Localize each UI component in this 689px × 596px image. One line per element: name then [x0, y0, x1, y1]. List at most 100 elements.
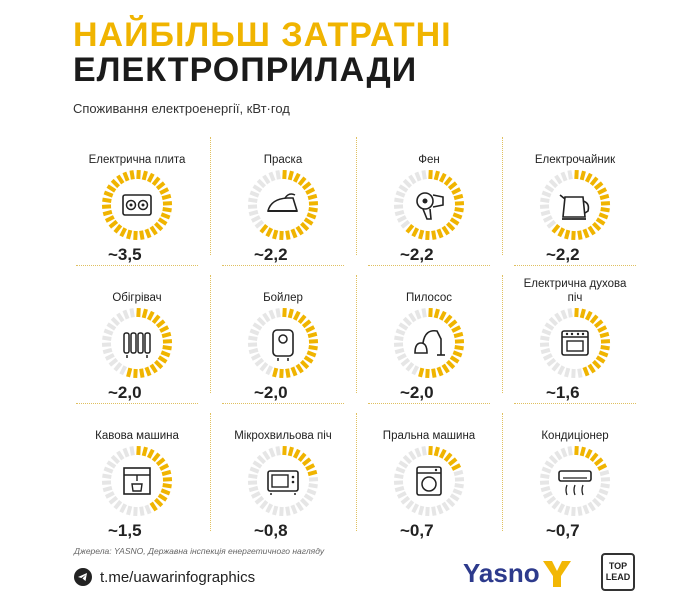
telegram-link[interactable]: t.me/uawarinfographics [74, 568, 255, 586]
gauge-segment-empty [268, 447, 276, 458]
gauge-segment-filled [589, 176, 599, 187]
gauge-segment-filled [438, 448, 447, 459]
gauge-segment-empty [256, 178, 266, 189]
gauge-segment-empty [449, 493, 460, 502]
gauge-segment-empty [129, 446, 135, 456]
gauge-segment-filled [126, 367, 133, 378]
gauge-segment-empty [540, 473, 550, 479]
gauge-segment-filled [443, 176, 453, 187]
gauge-segment-empty [396, 491, 407, 499]
source-note: Джерела: YASNO, Державна інспекція енерг… [74, 546, 325, 556]
gauge-segment-filled [308, 345, 318, 351]
microwave-icon [267, 470, 299, 495]
gauge-segment-filled [433, 170, 440, 181]
gauge-segment-filled [593, 319, 604, 329]
gauge-segment-filled [104, 215, 115, 223]
gauge-segment-filled [287, 308, 294, 319]
gauge-segment-filled [151, 314, 161, 325]
consumption-gauge [247, 445, 319, 517]
gauge-segment-filled [119, 227, 128, 238]
gauge-segment-filled [159, 325, 170, 333]
gauge-segment-empty [540, 485, 551, 493]
gauge-segment-filled [579, 446, 586, 457]
gauge-segment-empty [285, 506, 291, 516]
telegram-link-text[interactable]: t.me/uawarinfographics [100, 568, 256, 586]
consumption-gauge [539, 307, 611, 379]
gauge-segment-empty [119, 503, 128, 514]
appliance-card: Мікрохвильова піч ~0,8 [210, 403, 356, 541]
gauge-segment-filled [159, 187, 170, 195]
oven-icon [561, 330, 589, 356]
gauge-segment-filled [106, 184, 117, 193]
gauge-segment-empty [122, 447, 130, 458]
gauge-segment-filled [300, 221, 310, 232]
gauge-segment-filled [151, 176, 161, 187]
gauge-segment-empty [544, 184, 555, 193]
gauge-segment-filled [584, 172, 593, 183]
gauge-segment-empty [396, 215, 407, 223]
gauge-segment-filled [149, 363, 158, 374]
gauge-segment-filled [139, 230, 145, 240]
gauge-segment-empty [110, 316, 120, 327]
gauge-segment-empty [544, 322, 555, 331]
gauge-segment-filled [449, 217, 460, 226]
gauge-segment-empty [110, 454, 120, 465]
consumption-value: ~2,0 [400, 383, 434, 402]
gauge-segment-empty [248, 473, 258, 479]
gauge-segment-empty [405, 499, 415, 510]
consumption-gauge [393, 445, 465, 517]
gauge-segment-empty [265, 365, 274, 376]
gauge-segment-empty [414, 171, 422, 182]
gauge-segment-filled [157, 355, 168, 364]
gauge-segment-empty [600, 483, 610, 489]
gauge-segment-filled [592, 359, 602, 370]
gauge-segment-empty [394, 485, 405, 493]
toplead-logo: TOP LEAD [601, 553, 635, 591]
consumption-value: ~2,0 [254, 383, 288, 402]
consumption-gauge [393, 307, 465, 379]
gauge-segment-empty [103, 328, 114, 336]
gauge-segment-empty [541, 328, 552, 336]
gauge-segment-empty [400, 495, 411, 505]
gauge-segment-filled [272, 229, 279, 240]
gauge-segment-filled [557, 227, 566, 238]
gauge-segment-empty [436, 504, 444, 515]
consumption-value: ~1,5 [108, 521, 142, 540]
gauge-segment-filled [551, 223, 561, 234]
gauge-segment-filled [102, 197, 112, 203]
toplead-logo-line-1: TOP [608, 561, 628, 571]
gauge-segment-filled [600, 345, 610, 351]
gauge-segment-filled [290, 228, 298, 239]
gauge-segment-filled [297, 314, 307, 325]
gauge-segment-empty [394, 473, 404, 479]
iron-icon [266, 193, 299, 212]
gauge-segment-empty [248, 209, 259, 217]
gauge-segment-filled [307, 331, 318, 339]
gauge-segment-filled [161, 469, 172, 477]
gauge-segment-filled [157, 493, 168, 502]
gauge-segment-empty [540, 209, 551, 217]
gauge-segment-empty [548, 316, 558, 327]
subtitle: Споживання електроенергії, кВт·год [73, 101, 290, 116]
gauge-segment-filled [157, 217, 168, 226]
gauge-segment-empty [402, 178, 412, 189]
gauge-segment-filled [305, 325, 316, 333]
gauge-segment-filled [146, 310, 155, 321]
gauge-segment-empty [119, 365, 128, 376]
gauge-segment-empty [259, 361, 269, 372]
gauge-segment-filled [449, 355, 460, 364]
gauge-segment-empty [396, 353, 407, 361]
gauge-segment-filled [290, 366, 298, 377]
consumption-value: ~1,6 [546, 383, 580, 402]
gauge-segment-empty [400, 357, 411, 367]
gauge-segment-empty [256, 316, 266, 327]
gauge-segment-empty [546, 357, 557, 367]
gauge-segment-filled [411, 227, 420, 238]
appliance-card: Електрична духова піч ~1,6 [502, 265, 648, 403]
gauge-segment-filled [587, 363, 596, 374]
gauge-segment-empty [411, 503, 420, 514]
gauge-segment-filled [122, 171, 130, 182]
gauge-segment-filled [453, 331, 464, 339]
gauge-segment-filled [599, 193, 610, 201]
gauge-segment-filled [593, 457, 604, 467]
